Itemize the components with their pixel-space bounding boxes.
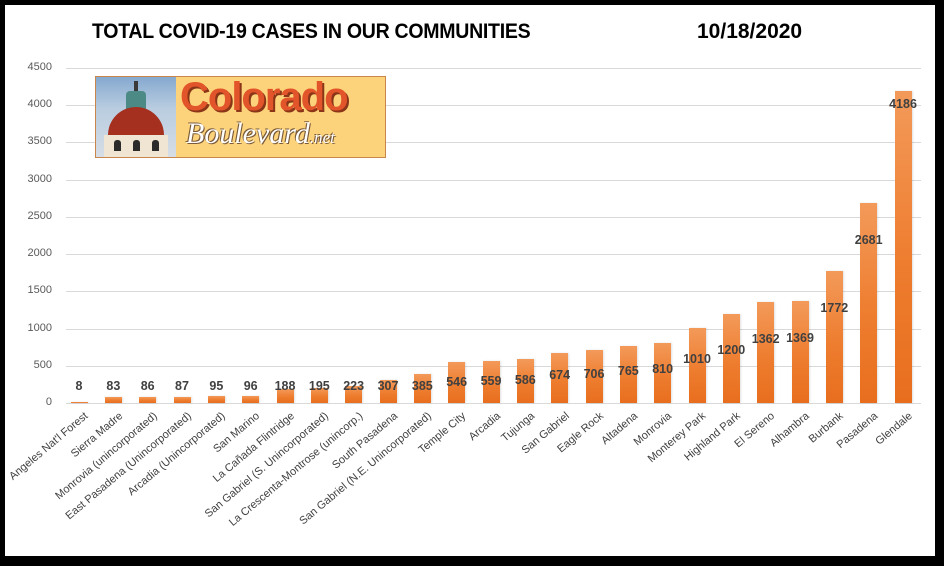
chart-date: 10/18/2020 [697, 20, 803, 43]
bar-value-label: 765 [617, 363, 639, 378]
bar-value-label: 674 [549, 368, 571, 383]
bar-value-label: 223 [343, 379, 365, 393]
logo-sub-word: Boulevard [186, 117, 310, 150]
bar [413, 374, 431, 403]
bar-value-label: 546 [446, 374, 468, 389]
gridline [66, 291, 921, 293]
bar-value-label: 1200 [717, 342, 746, 357]
bar [551, 352, 569, 403]
bar [654, 342, 672, 403]
logo-suffix: .net [309, 128, 335, 147]
gridline [66, 403, 921, 404]
y-axis-tick-label: 0 [45, 396, 52, 408]
bar [791, 301, 809, 403]
bar [242, 395, 260, 403]
bar [276, 389, 294, 403]
bar [345, 386, 363, 403]
gridline [66, 105, 921, 107]
y-axis-tick-label: 500 [33, 358, 52, 371]
logo-main-text: Colorado [180, 76, 349, 119]
y-axis-tick-label: 2500 [27, 209, 52, 222]
gridline [66, 216, 921, 218]
bar [894, 91, 912, 403]
x-axis-category-label: East Pasadena (Unincorporated) [63, 410, 194, 523]
y-axis-tick-label: 2000 [27, 247, 52, 260]
window-shape [152, 140, 159, 151]
window-shape [114, 140, 121, 151]
colorado-boulevard-logo: Colorado Boulevard.net [95, 76, 386, 158]
bar [722, 313, 740, 403]
bar-value-label: 83 [106, 379, 121, 393]
bar [379, 380, 397, 403]
x-axis-category-label: Glendale [873, 410, 915, 448]
y-axis-tick-label: 3500 [27, 135, 52, 148]
bar-value-label: 96 [243, 379, 258, 393]
bar-value-label: 586 [514, 372, 536, 387]
bar-value-label: 810 [652, 361, 674, 376]
bar-value-label: 1369 [786, 331, 814, 346]
bar [619, 346, 637, 403]
bar-value-label: 1772 [820, 301, 849, 316]
y-axis-tick-label: 4500 [27, 61, 52, 73]
spire-shape [134, 81, 138, 93]
gridline [66, 254, 921, 256]
gridline [66, 68, 921, 69]
bar [482, 361, 500, 403]
y-axis-tick-label: 4000 [27, 98, 52, 111]
bar-value-label: 559 [480, 373, 502, 388]
bar [448, 362, 466, 403]
bar-value-label: 307 [377, 379, 399, 393]
bar-value-label: 86 [140, 379, 155, 393]
chart-title: TOTAL COVID-19 CASES IN OUR COMMUNITIES [92, 20, 531, 43]
bar-value-label: 706 [583, 366, 605, 381]
bar [70, 401, 88, 403]
bar [585, 350, 603, 403]
window-shape [133, 140, 140, 151]
y-axis-tick-label: 1000 [27, 321, 52, 334]
bar-value-label: 8 [75, 379, 83, 393]
y-axis-tick-label: 3000 [27, 172, 52, 185]
bar [688, 327, 706, 403]
bar [825, 271, 843, 403]
y-axis-tick-label: 1500 [27, 284, 52, 297]
bar [757, 301, 775, 403]
bar [104, 396, 122, 403]
x-axis-category-label: Arcadia [466, 410, 503, 444]
bar-value-label: 2681 [854, 233, 883, 248]
bar-value-label: 1010 [683, 352, 711, 367]
cupola-shape [126, 91, 146, 109]
bar [860, 203, 878, 403]
gridline [66, 179, 921, 181]
city-hall-dome-photo [96, 77, 176, 157]
bar-value-label: 87 [175, 379, 189, 393]
logo-sub-text: Boulevard.net [186, 117, 335, 151]
bar [516, 359, 534, 403]
bar-value-label: 1362 [751, 331, 780, 346]
gridline [66, 328, 921, 330]
bar [310, 388, 328, 403]
bar-value-label: 195 [308, 379, 330, 393]
bar-value-label: 385 [411, 379, 433, 393]
gridline [66, 142, 921, 144]
bar [173, 396, 191, 403]
bar-value-label: 4186 [889, 97, 917, 112]
bar-value-label: 188 [274, 379, 296, 393]
bar [139, 396, 157, 403]
bar-value-label: 95 [209, 379, 224, 393]
bar [207, 395, 225, 403]
